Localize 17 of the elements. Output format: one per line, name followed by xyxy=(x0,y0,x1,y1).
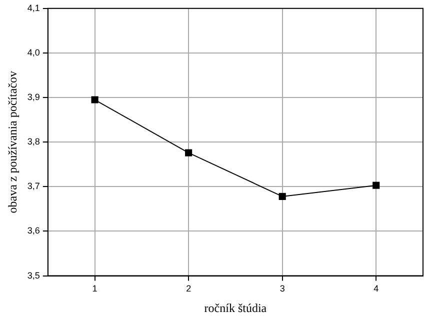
y-tick-label: 4,0 xyxy=(27,47,40,58)
y-axis-title: obava z používania počítačov xyxy=(5,70,20,214)
x-tick-label: 4 xyxy=(374,284,379,294)
y-tick-label: 3,8 xyxy=(27,136,40,147)
y-tick-label: 3,7 xyxy=(27,181,40,192)
y-tick-label: 3,5 xyxy=(27,270,40,280)
y-tick-label: 3,6 xyxy=(27,226,40,236)
x-tick-label: 1 xyxy=(92,284,98,294)
x-tick-label: 3 xyxy=(280,284,285,294)
point xyxy=(372,182,380,189)
x-tick-label: 2 xyxy=(186,284,192,294)
x-axis-title: ročník štúdia xyxy=(204,300,268,315)
y-tick-label: 3,9 xyxy=(27,92,40,102)
y-tick-label: 4,1 xyxy=(27,2,40,13)
point xyxy=(278,192,286,200)
point xyxy=(185,149,192,156)
point xyxy=(91,96,98,104)
